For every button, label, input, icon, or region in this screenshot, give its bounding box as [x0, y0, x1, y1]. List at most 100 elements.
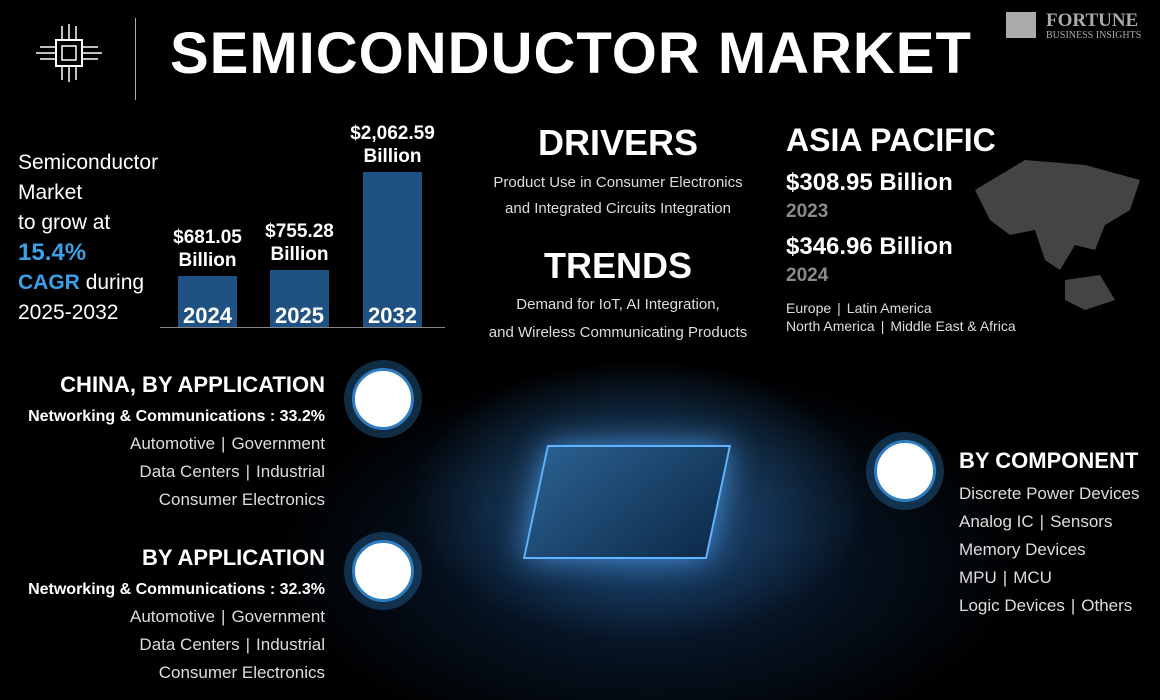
list-item: Industrial [256, 462, 325, 481]
icon-ring [874, 440, 936, 502]
list-item: Memory Devices [959, 540, 1086, 559]
value-label: $755.28 Billion [265, 221, 334, 266]
list-item: Europe [786, 300, 832, 316]
by-component: BY COMPONENT Discrete Power Devices Analo… [959, 448, 1139, 620]
chip-image [522, 445, 732, 559]
list-item: Consumer Electronics [158, 490, 325, 509]
separator: | [837, 300, 841, 316]
list-row: Automotive | Government [0, 603, 325, 631]
list-item: Government [231, 434, 325, 453]
value-label: $2,062.59 Billion [350, 123, 435, 167]
list-row: Logic Devices | Others [959, 592, 1139, 620]
ap-title: ASIA PACIFIC [786, 122, 996, 158]
list-row: Memory Devices [959, 536, 1139, 564]
ap-regions: Europe | Latin America North America | Middle… [786, 299, 1016, 335]
bar [270, 270, 329, 327]
app-highlight: Networking & Communications : 32.3% [28, 581, 325, 598]
title: SEMICONDUCTOR MARKET [170, 21, 972, 86]
intro-during: during [85, 271, 145, 294]
ap-amount: $346.96 Billion [786, 233, 953, 260]
list-row: Europe | Latin America [786, 299, 1016, 317]
list-item: Government [231, 607, 325, 626]
bar [363, 172, 422, 327]
list-row: Consumer Electronics [0, 486, 325, 514]
intro-line: Market [18, 181, 83, 204]
trends-line: and Wireless Communicating Products [488, 324, 748, 341]
drivers: DRIVERS Product Use in Consumer Electron… [468, 122, 768, 222]
list-row: MPU | MCU [959, 564, 1139, 592]
drivers-line: Product Use in Consumer Electronics [493, 174, 743, 191]
bar-chart: 2024 $681.05 Billion 2025 $755.28 Billion 20… [160, 120, 445, 328]
by-application: BY APPLICATION Networking & Communicatio… [0, 545, 325, 687]
separator: | [1070, 596, 1076, 615]
list-item: Consumer Electronics [158, 663, 325, 682]
bar [178, 275, 237, 327]
separator: | [880, 318, 885, 334]
china-highlight: Networking & Communications : 33.2% [28, 408, 325, 425]
list-row: Analog IC | Sensors [959, 508, 1139, 536]
list-item: Automotive [129, 607, 216, 626]
logo-tagline: BUSINESS INSIGHTS [1046, 30, 1142, 41]
list-item: MCU [1013, 568, 1052, 587]
value-label: $681.05 Billion [173, 226, 242, 271]
list-item: Others [1081, 596, 1133, 615]
icon-ring [352, 368, 414, 430]
divider [135, 18, 136, 100]
year-label: 2025 [275, 303, 324, 328]
trends-line: Demand for IoT, AI Integration, [516, 296, 720, 313]
separator: | [1002, 568, 1008, 587]
separator: | [245, 462, 251, 481]
intro-line: to grow at [18, 211, 111, 234]
ap-year: 2023 [786, 201, 829, 222]
list-item: Data Centers [139, 462, 240, 481]
intro-line: Semiconductor [18, 151, 159, 174]
china-title: CHINA, BY APPLICATION [60, 372, 325, 397]
icon-ring [352, 540, 414, 602]
list-item: Discrete Power Devices [959, 484, 1140, 503]
app-title: BY APPLICATION [142, 545, 325, 570]
logo: FORTUNE BUSINESS INSIGHTS [1006, 10, 1142, 41]
separator: | [1039, 512, 1045, 531]
map [975, 160, 1140, 310]
list-item: Data Centers [139, 635, 240, 654]
cagr-label: CAGR [18, 271, 80, 294]
list-item: Automotive [129, 434, 216, 453]
separator: | [221, 434, 226, 453]
list-item: North America [786, 318, 875, 334]
app-list: Automotive | Government Data Centers | Indust… [0, 603, 325, 687]
list-item: Middle East & Africa [890, 318, 1016, 334]
drivers-line: and Integrated Circuits Integration [505, 200, 731, 217]
drivers-title: DRIVERS [537, 122, 699, 163]
list-row: Automotive | Government [0, 430, 325, 458]
trends: TRENDS Demand for IoT, AI Integration, an… [468, 245, 768, 347]
list-row: Discrete Power Devices [959, 480, 1139, 508]
comp-list: Discrete Power Devices Analog IC | Sensors M… [959, 480, 1139, 620]
list-item: Sensors [1050, 512, 1113, 531]
list-item: Logic Devices [959, 596, 1065, 615]
china: CHINA, BY APPLICATION Networking & Commu… [0, 372, 325, 514]
list-row: North America | Middle East & Africa [786, 317, 1016, 335]
intro-period: 2025-2032 [18, 301, 119, 324]
year-label: 2024 [183, 303, 232, 328]
year-label: 2032 [368, 303, 417, 328]
comp-title: BY COMPONENT [959, 448, 1139, 473]
trends-title: TRENDS [543, 245, 692, 286]
separator: | [245, 635, 251, 654]
separator: | [221, 607, 226, 626]
chip-icon [36, 24, 102, 82]
asia-pacific: ASIA PACIFIC $308.95 Billion 2023 $346.9… [786, 122, 1016, 335]
logo-name: FORTUNE [1046, 10, 1139, 31]
intro: Semiconductor Market to grow at 15.4% CA… [18, 148, 158, 328]
cagr-rate: 15.4% [18, 239, 87, 266]
ap-year: 2024 [786, 265, 829, 286]
ap-amount: $308.95 Billion [786, 169, 953, 196]
list-item: Industrial [256, 635, 325, 654]
list-row: Data Centers | Industrial [0, 631, 325, 659]
list-row: Consumer Electronics [0, 659, 325, 687]
list-item: MPU [959, 568, 997, 587]
list-item: Analog IC [959, 512, 1034, 531]
list-item: Latin America [846, 300, 932, 316]
list-row: Data Centers | Industrial [0, 458, 325, 486]
